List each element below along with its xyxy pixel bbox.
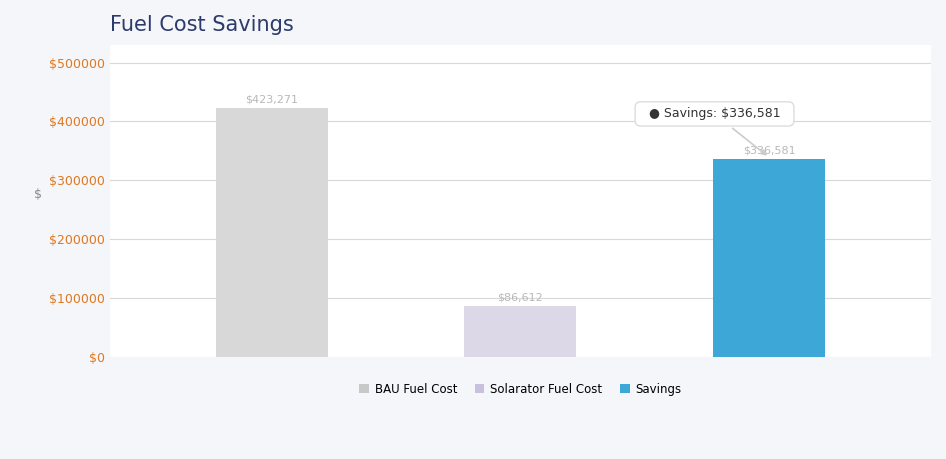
Bar [713, 159, 825, 357]
Y-axis label: $: $ [34, 188, 42, 201]
Text: $336,581: $336,581 [743, 146, 796, 156]
Text: Fuel Cost Savings: Fuel Cost Savings [110, 15, 293, 35]
Text: $423,271: $423,271 [245, 95, 298, 105]
Bar [464, 306, 576, 357]
Text: ● Savings: $336,581: ● Savings: $336,581 [640, 107, 788, 155]
Bar [216, 108, 327, 357]
Text: $86,612: $86,612 [498, 293, 543, 303]
Legend: BAU Fuel Cost, Solarator Fuel Cost, Savings: BAU Fuel Cost, Solarator Fuel Cost, Savi… [355, 378, 686, 401]
